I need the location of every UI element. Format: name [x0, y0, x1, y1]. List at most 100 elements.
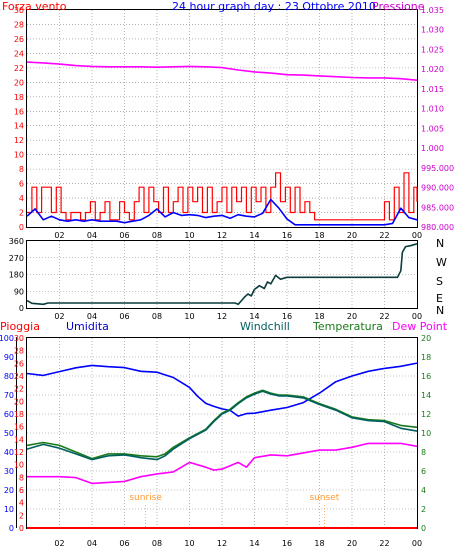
sunset-label: sunset: [309, 493, 339, 503]
x-tick-label: 04: [87, 539, 97, 548]
direction-letter: W: [436, 256, 447, 269]
temperature-tick-label: 0: [421, 524, 426, 533]
top-panel-frame: [26, 9, 418, 228]
y-tick-right-label: 980.000: [421, 223, 454, 232]
x-tick-label: 14: [249, 231, 259, 240]
temperature-tick-label: 6: [421, 467, 426, 476]
humidity-tick-label: 40: [4, 448, 14, 457]
rain-tick-label: 22: [14, 385, 24, 394]
page-title: 24 hour graph day : 23 Ottobre 2010: [172, 0, 376, 13]
rain-tick-label: 26: [14, 359, 24, 368]
x-tick-label: 06: [119, 312, 129, 321]
y-tick-right-label: 1.025: [421, 45, 444, 54]
direction-letter: N: [436, 237, 444, 250]
windchill-label: Windchill: [240, 320, 290, 333]
temperature-tick-label: 8: [421, 448, 426, 457]
direction-letter: E: [436, 292, 443, 305]
wind-gust-line: [27, 172, 418, 221]
direction-letter: S: [436, 275, 443, 288]
middle-panel-frame: [26, 240, 418, 309]
rain-label: Pioggia: [0, 320, 40, 333]
y-tick-left-label: 28: [14, 20, 24, 29]
y-tick-left-label: 8: [19, 165, 24, 174]
x-tick-label: 04: [87, 312, 97, 321]
x-tick-label: 02: [54, 312, 64, 321]
y-tick-left-label: 6: [19, 180, 24, 189]
direction-tick-label: 270: [9, 254, 24, 263]
x-tick-label: 06: [119, 231, 129, 240]
x-tick-label: 20: [347, 312, 357, 321]
rain-tick-label: 10: [14, 461, 24, 470]
y-tick-left-label: 12: [14, 136, 24, 145]
humidity-tick-label: 30: [4, 467, 14, 476]
y-tick-left-label: 14: [14, 122, 24, 131]
direction-tick-label: 90: [14, 287, 24, 296]
y-tick-right-label: 1.005: [421, 124, 444, 133]
y-tick-right-label: 1.015: [421, 85, 444, 94]
x-tick-label: 14: [249, 539, 259, 548]
x-tick-label: 00: [412, 539, 422, 548]
x-tick-label: 08: [152, 231, 162, 240]
temperature-tick-label: 14: [421, 391, 431, 400]
y-tick-left-label: 4: [19, 194, 24, 203]
y-tick-left-label: 0: [19, 223, 24, 232]
x-tick-label: 12: [217, 231, 227, 240]
dewpoint-line: [27, 442, 418, 485]
x-tick-label: 22: [379, 312, 389, 321]
y-tick-left-label: 24: [14, 49, 24, 58]
y-tick-right-label: 1.030: [421, 26, 444, 35]
x-tick-label: 12: [217, 539, 227, 548]
temperature-tick-label: 10: [421, 429, 431, 438]
y-tick-left-label: 10: [14, 151, 24, 160]
temperature-tick-label: 20: [421, 334, 431, 343]
x-tick-label: 08: [152, 539, 162, 548]
direction-tick-label: 180: [9, 271, 24, 280]
x-tick-label: 22: [379, 539, 389, 548]
direction-letter: N: [436, 304, 444, 317]
rain-tick-label: 6: [19, 486, 24, 495]
x-tick-label: 12: [217, 312, 227, 321]
humidity-tick-label: 70: [4, 391, 14, 400]
humidity-tick-label: 100: [0, 334, 14, 343]
rain-tick-label: 0: [19, 524, 24, 533]
grid-layer: [27, 10, 417, 528]
y-tick-right-label: 1.010: [421, 105, 444, 114]
humidity-tick-label: 50: [4, 429, 14, 438]
x-tick-label: 10: [184, 231, 194, 240]
y-tick-right-label: 1.035: [421, 6, 444, 15]
humidity-tick-label: 20: [4, 486, 14, 495]
wind-direction-line: [26, 243, 418, 306]
humidity-tick-label: 10: [4, 505, 14, 514]
x-tick-label: 10: [184, 539, 194, 548]
y-tick-left-label: 16: [14, 107, 24, 116]
x-tick-label: 16: [282, 231, 292, 240]
rain-tick-label: 2: [19, 511, 24, 520]
humidity-tick-label: 80: [4, 372, 14, 381]
x-tick-label: 16: [282, 539, 292, 548]
direction-tick-label: 0: [19, 304, 24, 313]
y-tick-right-label: 1.000: [421, 144, 444, 153]
pressure-axis-label: Pressione: [372, 0, 425, 13]
x-tick-label: 00: [412, 312, 422, 321]
y-tick-left-label: 20: [14, 78, 24, 87]
rain-tick-label: 8: [19, 473, 24, 482]
humidity-tick-label: 0: [9, 524, 14, 533]
x-tick-label: 04: [87, 231, 97, 240]
y-tick-left-label: 2: [19, 209, 24, 218]
y-tick-right-label: 1.020: [421, 65, 444, 74]
temperature-label: Temperatura: [312, 320, 383, 333]
temperature-tick-label: 2: [421, 505, 426, 514]
temperature-tick-label: 4: [421, 486, 426, 495]
rain-tick-label: 30: [14, 334, 24, 343]
x-tick-label: 10: [184, 312, 194, 321]
rain-tick-label: 14: [14, 435, 24, 444]
y-tick-left-label: 18: [14, 93, 24, 102]
y-tick-left-label: 26: [14, 35, 24, 44]
x-tick-label: 00: [412, 231, 422, 240]
rain-tick-label: 20: [14, 397, 24, 406]
direction-tick-label: 360: [9, 237, 24, 246]
y-tick-left-label: 22: [14, 64, 24, 73]
